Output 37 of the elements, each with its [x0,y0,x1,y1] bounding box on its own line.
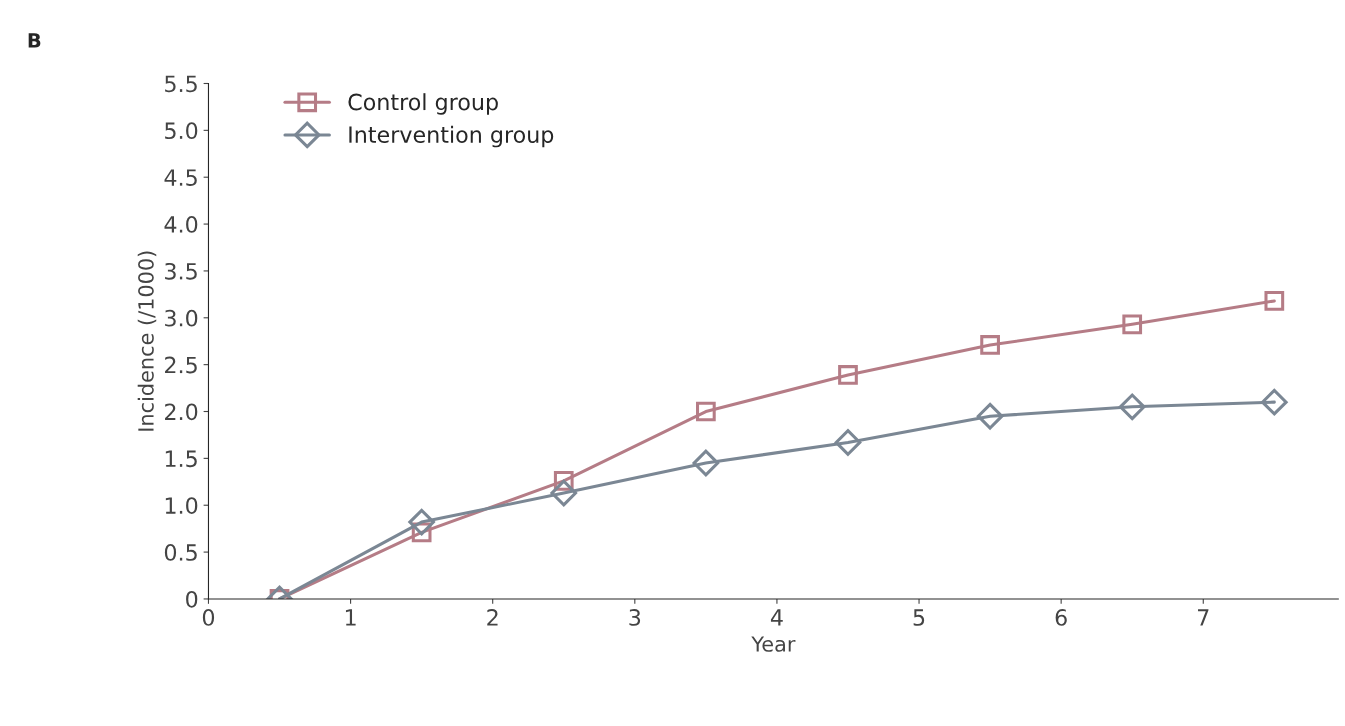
text: B [28,33,41,48]
y-tick-label: 5.5 [165,75,197,93]
x-tick-label: 2 [487,609,498,626]
y-axis-title: Incidence (/1000) [137,251,157,431]
point [1264,291,1285,311]
y-tick-label: 3.0 [165,309,198,327]
x-tick-label: 1 [345,609,356,626]
point [408,508,435,536]
y-tick-label: 0 [186,590,198,608]
y-tick-label: 4.5 [164,169,197,186]
y-tick-label: 1.0 [165,497,198,514]
x-tick-label: 3 [629,609,641,626]
x-tick-label: 6 [1055,609,1067,626]
point [1261,388,1288,416]
y-tick-label: 3.5 [165,262,197,280]
y-tick-label: 0.5 [164,544,197,561]
point [692,449,720,477]
y-tick-label: 1.5 [165,450,197,468]
x-axis-title: Year [751,636,796,652]
point [834,429,862,456]
legend-label: Intervention group [349,125,554,148]
y-tick-label: 2.5 [165,356,197,374]
y-tick-label: 2.0 [165,403,198,421]
point [1122,314,1143,335]
point [1118,393,1146,421]
x-tick-label: 4 [770,609,783,626]
legend-label: Control group [348,93,498,115]
point [838,365,858,385]
x-tick-label: 0 [202,609,215,626]
y-tick-label: 5.0 [165,122,198,140]
point [976,402,1004,430]
point [980,335,1000,355]
y-tick-label: 4.0 [164,216,198,233]
x-tick-label: 5 [913,609,925,626]
x-tick-label: 7 [1198,609,1209,626]
point [550,479,578,507]
point [696,401,716,422]
